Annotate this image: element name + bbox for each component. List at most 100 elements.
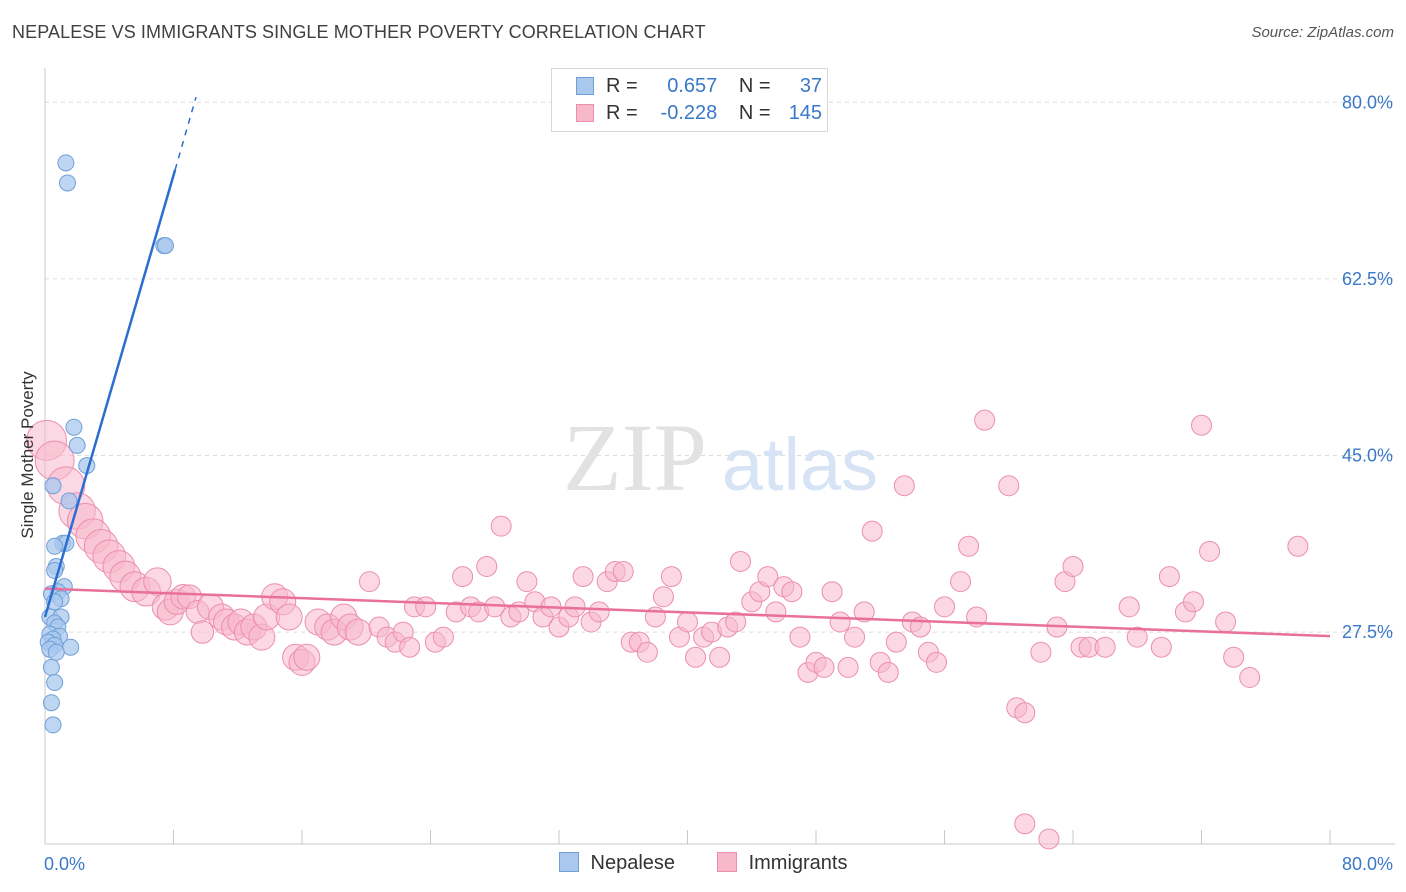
nepalese-point-3 bbox=[156, 237, 174, 255]
legend-r-label: R = bbox=[606, 102, 638, 124]
immigrants-point-133 bbox=[1191, 414, 1212, 436]
immigrants-point-128 bbox=[1126, 626, 1148, 648]
legend-r-label: R = bbox=[606, 75, 638, 97]
immigrants-point-75 bbox=[636, 641, 658, 663]
immigrants-point-46 bbox=[399, 636, 421, 658]
immigrants-point-50 bbox=[432, 626, 454, 648]
nepalese-point-8 bbox=[60, 492, 78, 510]
legend-row-nepalese: R = 0.657 N = 37 bbox=[576, 75, 822, 98]
immigrants-point-113 bbox=[950, 571, 972, 593]
immigrants-point-135 bbox=[1215, 611, 1237, 633]
immigrants-point-19 bbox=[190, 620, 215, 644]
nepalese-point-32 bbox=[46, 674, 64, 692]
x-tick-label-min: 0.0% bbox=[44, 854, 85, 874]
immigrants-point-134 bbox=[1199, 540, 1221, 562]
nepalese-swatch bbox=[558, 852, 579, 872]
watermark-zip: ZIP bbox=[563, 404, 707, 511]
immigrants-point-102 bbox=[853, 601, 875, 623]
nepalese-point-0 bbox=[57, 154, 75, 172]
y-tick-label-2: 62.5% bbox=[1342, 269, 1393, 289]
source-label: Source: ZipAtlas.com bbox=[1251, 24, 1394, 41]
nepalese-point-31 bbox=[42, 658, 60, 676]
nepalese-point-11 bbox=[46, 537, 64, 555]
immigrants-point-103 bbox=[861, 520, 883, 542]
immigrants-point-129 bbox=[1150, 636, 1172, 658]
legend-r-value-nepalese: 0.657 bbox=[667, 75, 718, 97]
grid-lines bbox=[45, 101, 1395, 633]
legend-item-immigrants[interactable]: Immigrants bbox=[716, 852, 848, 875]
legend-n-label: N = bbox=[738, 102, 771, 124]
immigrants-point-106 bbox=[885, 631, 907, 653]
immigrants-point-90 bbox=[757, 566, 779, 588]
nepalese-trend-line bbox=[43, 169, 177, 618]
immigrants-point-139 bbox=[1014, 813, 1036, 835]
stats-legend: R = 0.657 N = 37 R = -0.228 N = 145 bbox=[551, 68, 828, 132]
immigrants-point-132 bbox=[1182, 591, 1204, 613]
chart-title: NEPALESE VS IMMIGRANTS SINGLE MOTHER POV… bbox=[12, 22, 706, 42]
immigrants-point-12 bbox=[143, 567, 172, 596]
immigrants-point-57 bbox=[490, 515, 512, 537]
nepalese-point-33 bbox=[42, 694, 60, 712]
immigrants-point-86 bbox=[725, 611, 747, 633]
y-tick-label-1: 45.0% bbox=[1342, 445, 1393, 465]
immigrants-point-87 bbox=[730, 550, 752, 572]
watermark-atlas: atlas bbox=[722, 423, 878, 506]
immigrants-point-130 bbox=[1158, 566, 1180, 588]
immigrants-point-98 bbox=[821, 581, 843, 603]
immigrants-point-55 bbox=[476, 555, 498, 577]
immigrants-point-111 bbox=[925, 651, 947, 673]
legend-item-nepalese[interactable]: Nepalese bbox=[558, 852, 676, 875]
nepalese-point-4 bbox=[65, 418, 83, 436]
y-tick-label-3: 80.0% bbox=[1342, 92, 1393, 112]
nepalese-point-5 bbox=[68, 436, 86, 454]
immigrants-point-126 bbox=[1094, 636, 1116, 658]
immigrants-point-48 bbox=[415, 596, 437, 618]
immigrants-point-67 bbox=[572, 566, 594, 588]
immigrants-point-77 bbox=[652, 586, 674, 608]
tick-labels: 27.5% 45.0% 62.5% 80.0% 0.0% 80.0% bbox=[44, 92, 1393, 874]
legend-n-value-immigrants: 145 bbox=[788, 102, 823, 124]
immigrants-swatch bbox=[716, 852, 737, 872]
series-legend: Nepalese Immigrants bbox=[0, 852, 1406, 875]
legend-row-immigrants: R = -0.228 N = 145 bbox=[576, 102, 822, 125]
immigrants-point-116 bbox=[974, 409, 996, 431]
legend-swatch-nepalese bbox=[576, 77, 594, 95]
immigrants-point-127 bbox=[1118, 596, 1140, 618]
immigrants-point-140 bbox=[1038, 828, 1060, 850]
immigrants-point-114 bbox=[958, 535, 980, 557]
nepalese-point-30 bbox=[47, 643, 65, 661]
immigrants-point-69 bbox=[588, 601, 610, 623]
immigrants-point-72 bbox=[612, 561, 634, 583]
immigrants-point-99 bbox=[829, 611, 851, 633]
nepalese-point-28 bbox=[62, 638, 80, 656]
nepalese-point-1 bbox=[58, 174, 76, 192]
legend-r-value-immigrants: -0.228 bbox=[660, 102, 718, 124]
watermark: ZIP atlas bbox=[563, 404, 878, 511]
immigrants-point-138 bbox=[1287, 535, 1309, 557]
immigrants-point-84 bbox=[709, 646, 731, 668]
nepalese-label: Nepalese bbox=[590, 852, 676, 874]
immigrants-point-137 bbox=[1239, 666, 1261, 688]
axes bbox=[44, 68, 1395, 845]
immigrants-point-40 bbox=[344, 618, 372, 646]
immigrants-trend-line bbox=[44, 587, 1331, 638]
immigrants-point-34 bbox=[293, 643, 321, 671]
immigrants-point-123 bbox=[1062, 555, 1084, 577]
legend-n-label: N = bbox=[738, 75, 771, 97]
x-tick-label-max: 80.0% bbox=[1342, 854, 1393, 874]
immigrants-point-31 bbox=[275, 603, 303, 631]
y-axis-label: Single Mother Poverty bbox=[18, 371, 37, 539]
immigrants-point-105 bbox=[877, 661, 899, 683]
immigrants-point-81 bbox=[685, 646, 707, 668]
y-tick-label-0: 27.5% bbox=[1342, 622, 1393, 642]
immigrants-point-80 bbox=[677, 611, 698, 633]
immigrants-point-117 bbox=[998, 475, 1020, 497]
immigrants-point-136 bbox=[1223, 646, 1245, 668]
nepalese-point-7 bbox=[44, 477, 62, 495]
immigrants-label: Immigrants bbox=[748, 852, 848, 874]
immigrants-point-94 bbox=[789, 626, 811, 648]
immigrants-point-78 bbox=[660, 566, 682, 588]
legend-n-value-nepalese: 37 bbox=[799, 75, 823, 97]
immigrants-point-120 bbox=[1030, 641, 1052, 663]
